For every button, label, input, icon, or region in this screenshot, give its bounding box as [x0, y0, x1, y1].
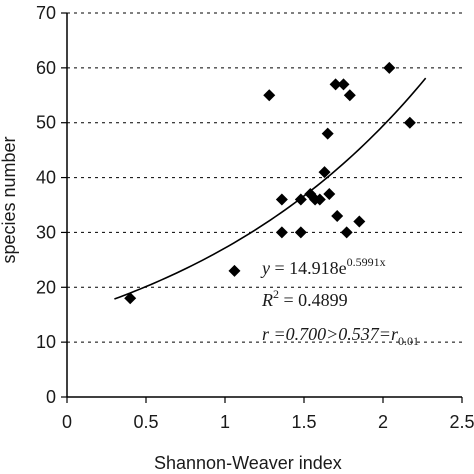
x-tick-label-2: 1 [220, 412, 230, 432]
y-axis-title: species number [0, 136, 19, 263]
y-tick-label-0: 0 [46, 387, 56, 407]
gridlines [67, 12, 462, 343]
data-point-5 [294, 193, 307, 206]
y-tick-label-7: 70 [36, 3, 56, 23]
r-sub: 0.01 [398, 334, 419, 348]
r2-label: R [261, 290, 273, 310]
data-point-3 [275, 193, 288, 206]
x-tick-label-0: 0 [62, 412, 72, 432]
data-point-18 [353, 215, 366, 228]
y-tick-label-6: 60 [36, 58, 56, 78]
data-point-12 [323, 188, 336, 201]
r-main: r =0.700>0.537=r [262, 324, 399, 344]
data-point-0 [124, 292, 137, 305]
y-tick-label-1: 10 [36, 332, 56, 352]
data-point-16 [340, 226, 353, 239]
x-tick-label-1: 0.5 [133, 412, 158, 432]
data-point-17 [343, 89, 356, 102]
data-point-1 [228, 264, 241, 277]
data-point-4 [275, 226, 288, 239]
equation-exponent: 0.5991x [347, 255, 386, 269]
r-text: r =0.700>0.537=r0.01 [262, 324, 419, 348]
r2-value: = 0.4899 [279, 290, 348, 310]
data-point-11 [321, 127, 334, 140]
x-axis-title: Shannon-Weaver index [154, 453, 342, 473]
equation-prefix: y [260, 258, 270, 278]
data-point-10 [318, 166, 331, 179]
data-point-15 [337, 78, 350, 91]
x-tick-label-4: 2 [378, 412, 388, 432]
equation-annotation: y = 14.918e0.5991x R2 = 0.4899 r =0.700>… [260, 255, 419, 348]
data-point-20 [403, 116, 416, 129]
equation-text: y = 14.918e0.5991x [260, 255, 386, 278]
y-tick-labels: 0 10 20 30 40 50 60 70 [36, 3, 67, 407]
x-tick-label-3: 1.5 [291, 412, 316, 432]
x-tick-label-5: 2.5 [449, 412, 474, 432]
data-points [124, 61, 416, 305]
data-point-19 [383, 61, 396, 74]
y-tick-label-5: 50 [36, 113, 56, 133]
r2-sup: 2 [273, 287, 279, 301]
data-point-9 [313, 193, 326, 206]
y-tick-label-2: 20 [36, 277, 56, 297]
equation-main: = 14.918e [270, 258, 347, 278]
y-tick-label-3: 30 [36, 222, 56, 242]
data-point-6 [294, 226, 307, 239]
x-tick-labels: 0 0.5 1 1.5 2 2.5 [62, 397, 474, 432]
y-tick-label-4: 40 [36, 168, 56, 188]
trendline [114, 77, 427, 300]
data-point-14 [331, 209, 344, 222]
data-point-13 [329, 78, 342, 91]
r2-text: R2 = 0.4899 [261, 287, 348, 310]
axes [66, 13, 462, 398]
data-point-2 [263, 89, 276, 102]
